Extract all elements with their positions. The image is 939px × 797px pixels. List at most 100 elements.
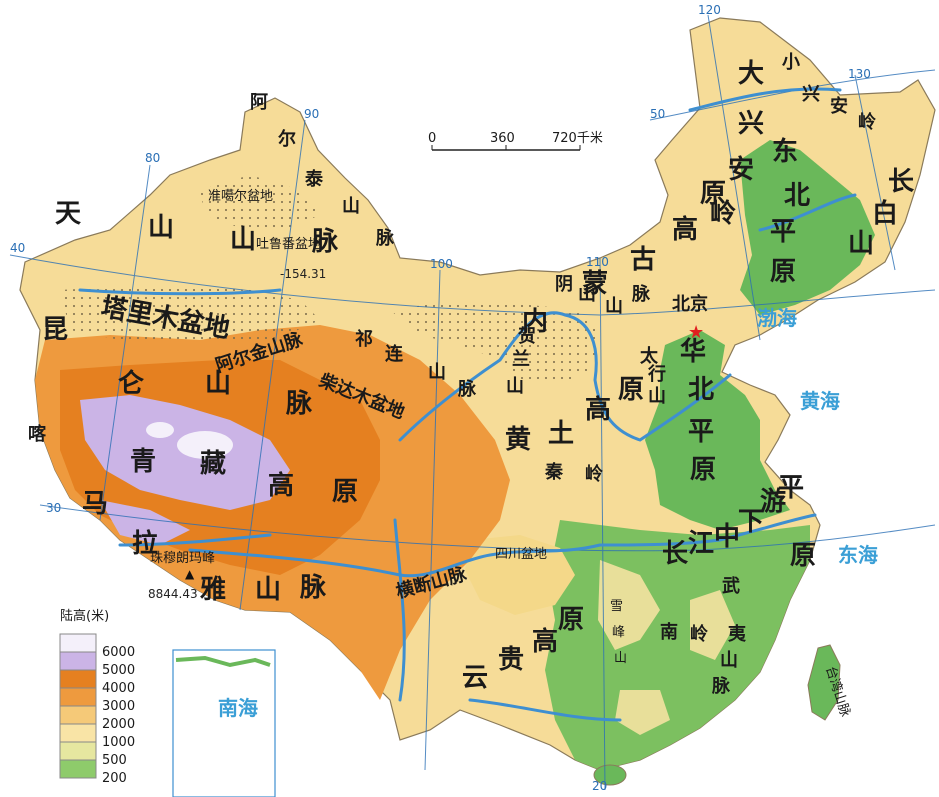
svg-text:秦: 秦 xyxy=(544,461,564,483)
legend-swatch-2000 xyxy=(59,705,97,725)
svg-text:内: 内 xyxy=(522,307,548,337)
svg-text:山: 山 xyxy=(614,651,627,666)
neimenggu-plateau-label: 内 蒙 古 高 原 xyxy=(522,179,726,337)
hainan-island xyxy=(593,764,627,786)
legend-swatch-200 xyxy=(59,759,97,779)
legend-swatch-1000 xyxy=(59,723,97,743)
daxinganling-label: 大 兴 安 岭 xyxy=(710,59,764,229)
svg-text:脉: 脉 xyxy=(711,675,731,697)
svg-text:原: 原 xyxy=(700,179,726,209)
svg-text:太: 太 xyxy=(640,345,659,367)
svg-text:贵: 贵 xyxy=(498,645,524,675)
xiaoxinganling-label: 小 兴 安 岭 xyxy=(782,52,876,133)
legend-label-6000: 6000 xyxy=(102,645,135,660)
svg-text:高: 高 xyxy=(585,394,611,425)
svg-text:云: 云 xyxy=(462,663,488,693)
lon120-label: 120 xyxy=(698,3,721,17)
bohai-label: 渤海 xyxy=(757,306,797,330)
svg-text:黄: 黄 xyxy=(505,425,531,455)
svg-text:尔: 尔 xyxy=(278,128,296,150)
legend-title: 陆高(米) xyxy=(60,608,109,624)
legend-swatch-4000 xyxy=(59,669,97,689)
svg-text:山: 山 xyxy=(848,229,874,259)
svg-text:山: 山 xyxy=(205,369,231,399)
svg-text:峰: 峰 xyxy=(612,625,625,640)
zhunggar-basin-area xyxy=(200,175,320,228)
lancang xyxy=(393,518,406,702)
svg-text:兰: 兰 xyxy=(512,348,530,370)
yellow-river xyxy=(398,311,732,442)
svg-text:山: 山 xyxy=(506,376,524,397)
huangtu-plateau-label: 黄 土 高 原 xyxy=(505,375,644,455)
svg-text:山: 山 xyxy=(428,362,446,383)
svg-text:华: 华 xyxy=(680,336,706,367)
legend-label-500: 500 xyxy=(102,753,127,768)
svg-text:原: 原 xyxy=(332,477,358,507)
lat20-label: 20 xyxy=(592,779,607,793)
svg-text:游: 游 xyxy=(760,487,786,517)
changbai-label: 长 白 山 xyxy=(848,167,915,259)
tarim-desert xyxy=(60,285,320,345)
svg-text:古: 古 xyxy=(630,245,656,275)
svg-text:小: 小 xyxy=(782,52,800,73)
glacier xyxy=(177,431,233,459)
lon110-label: 110 xyxy=(586,255,609,269)
svg-text:雪: 雪 xyxy=(610,599,623,614)
svg-text:兴: 兴 xyxy=(802,84,820,105)
legend-swatch-500 xyxy=(59,741,97,761)
legend-swatch-6000 xyxy=(59,633,97,653)
huabei-plain-label: 华 北 平 原 xyxy=(680,336,716,485)
legend-swatch-3000 xyxy=(59,687,97,707)
north-china-plain xyxy=(645,330,790,530)
svg-text:原: 原 xyxy=(558,605,584,635)
svg-text:原: 原 xyxy=(770,257,796,287)
grid-labels: 80 90 100 110 120 130 50 40 30 20 xyxy=(10,3,871,793)
yinshan-label: 阴 山 山 脉 xyxy=(555,274,651,317)
svg-text:原: 原 xyxy=(690,455,716,485)
svg-text:阴: 阴 xyxy=(555,274,573,295)
svg-text:马: 马 xyxy=(82,489,108,519)
wuyi-label: 武 夷 山 脉 xyxy=(711,576,747,697)
svg-text:江: 江 xyxy=(688,529,714,559)
taiwan-island xyxy=(807,644,841,721)
svg-text:中: 中 xyxy=(714,522,740,552)
legend-label-1000: 1000 xyxy=(102,735,135,750)
svg-text:长: 长 xyxy=(662,539,689,569)
svg-text:山: 山 xyxy=(255,575,281,605)
svg-text:岭: 岭 xyxy=(858,111,876,133)
svg-text:下: 下 xyxy=(738,507,764,537)
rivers xyxy=(78,87,857,722)
svg-text:东: 东 xyxy=(772,136,798,167)
qilian-label: 祁 连 山 脉 xyxy=(355,328,477,400)
svg-text:阿: 阿 xyxy=(250,92,268,113)
svg-text:天: 天 xyxy=(55,199,81,229)
lon130-label: 130 xyxy=(848,67,871,81)
inset-sea-label: 南海 xyxy=(218,696,258,720)
svg-text:脉: 脉 xyxy=(286,389,313,419)
northeast-plain xyxy=(740,140,875,315)
svg-text:平: 平 xyxy=(778,473,804,503)
svg-text:脉: 脉 xyxy=(457,378,477,400)
qinling-label: 秦 岭 xyxy=(544,461,603,485)
lat50-label: 50 xyxy=(650,107,665,121)
pearl-river xyxy=(468,698,622,722)
svg-text:岭: 岭 xyxy=(690,623,708,645)
svg-text:岭: 岭 xyxy=(710,199,736,229)
huanghai-label: 黄海 xyxy=(800,389,840,413)
svg-text:脉: 脉 xyxy=(312,227,339,257)
scale-bar: 0 360 720千米 xyxy=(428,131,603,151)
songhua-river xyxy=(758,193,857,232)
svg-text:山: 山 xyxy=(578,284,596,305)
glacier-2 xyxy=(146,422,174,438)
svg-text:平: 平 xyxy=(688,417,714,447)
svg-text:南: 南 xyxy=(660,621,678,643)
xuefeng-label: 雪 峰 山 xyxy=(610,599,627,666)
svg-text:安: 安 xyxy=(728,155,754,185)
peak-triangle-icon: ▲ xyxy=(185,567,195,581)
legend-label-4000: 4000 xyxy=(102,681,135,696)
legend-label-200: 200 xyxy=(102,771,127,786)
svg-text:安: 安 xyxy=(830,95,848,117)
svg-text:山: 山 xyxy=(230,225,256,255)
svg-text:行: 行 xyxy=(647,363,666,385)
